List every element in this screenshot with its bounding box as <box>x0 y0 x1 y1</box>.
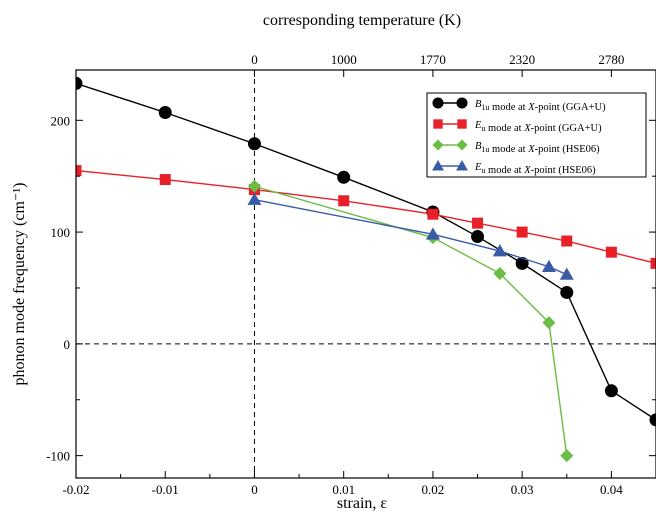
x-axis-label: strain, ε <box>337 495 388 512</box>
legend-label-part: u <box>481 124 485 133</box>
plot-area <box>76 70 656 478</box>
legend-marker <box>456 97 468 109</box>
series-2-point <box>561 235 573 247</box>
legend: B1u mode at X-point (GGA+U)Eu mode at X-… <box>426 92 647 178</box>
legend-entry-2: Eu mode at X-point (GGA+U) <box>433 119 602 134</box>
series-1-line <box>76 82 656 421</box>
legend-label: Eu mode at X-point (GGA+U) <box>474 120 602 134</box>
legend-label-part: mode at <box>485 123 524 134</box>
legend-label-part: E <box>474 162 482 173</box>
legend-label-part: E <box>474 120 482 131</box>
series-2-point <box>516 226 528 238</box>
legend-label-part: 1u <box>481 145 489 154</box>
legend-entry-1: B1u mode at X-point (GGA+U) <box>432 97 606 113</box>
legend-marker <box>456 160 468 171</box>
legend-label-part: B <box>475 141 482 152</box>
legend-label-part: X <box>523 165 531 176</box>
series-4-point <box>492 244 507 257</box>
legend-label-part: -point (GGA+U) <box>535 102 606 113</box>
legend-label-part: -point (HSE06) <box>535 144 601 155</box>
series-2-point <box>650 257 656 269</box>
x-tick-label: 0.04 <box>600 482 623 497</box>
series-1-point <box>247 137 261 151</box>
series-4-point <box>425 227 440 240</box>
top-tick-label: 2320 <box>509 52 535 67</box>
series-4-point <box>247 192 262 205</box>
series-2-point <box>159 174 171 186</box>
top-tick-label: 0 <box>251 52 258 67</box>
x-tick-label: 0.03 <box>511 482 534 497</box>
legend-label: B1u mode at X-point (HSE06) <box>475 141 600 155</box>
series-1-point <box>471 230 485 244</box>
legend-marker <box>457 119 467 129</box>
series-1-point <box>515 256 529 270</box>
series-1-point <box>560 285 574 299</box>
series-2-point <box>338 195 350 207</box>
legend-marker <box>456 139 468 151</box>
x-tick-label: 0.01 <box>332 482 355 497</box>
series-2-point <box>76 165 82 177</box>
y-tick-label: 100 <box>51 225 71 240</box>
y-tick-label: -100 <box>46 449 70 464</box>
legend-label-part: -point (GGA+U) <box>531 123 602 134</box>
legend-label-part: X <box>527 144 535 155</box>
series-1-point <box>649 413 656 427</box>
legend-marker <box>432 160 444 171</box>
legend-label-part: mode at <box>485 165 524 176</box>
legend-entry-4: Eu mode at X-point (HSE06) <box>432 160 596 176</box>
series-4-point <box>559 267 574 280</box>
axes-layer: -0.02 -0.01 0 0.01 0.02 0.03 0.04 -100 0 100 200 0 1… <box>46 52 656 497</box>
series-1-point <box>158 105 172 119</box>
series-3-point <box>560 449 574 463</box>
legend-label-part: X <box>527 102 535 113</box>
y-axis-label: phonon mode frequency (cm⁻¹) <box>11 183 28 386</box>
series-1-point <box>604 384 618 398</box>
series-1-point <box>337 170 351 184</box>
series-1-point <box>76 76 83 90</box>
series-3-point <box>542 316 556 330</box>
legend-label-part: u <box>481 166 485 175</box>
legend-label-part: mode at <box>489 144 528 155</box>
top-axis-label: corresponding temperature (K) <box>263 12 461 29</box>
legend-marker <box>432 97 444 109</box>
series-3 <box>247 179 574 463</box>
series-4 <box>247 192 574 280</box>
legend-label-part: X <box>523 123 531 134</box>
plot-frame <box>75 69 656 479</box>
x-tick-label: -0.01 <box>152 482 179 497</box>
series-3-point <box>493 266 507 280</box>
series-1 <box>76 76 656 427</box>
series-3-point <box>247 179 261 193</box>
legend-label-part: B <box>475 99 482 110</box>
top-tick-label: 1000 <box>331 52 357 67</box>
series-2-line <box>76 169 656 265</box>
top-tick-label: 1770 <box>420 52 446 67</box>
top-tick-label: 2780 <box>598 52 624 67</box>
y-tick-label: 200 <box>51 113 71 128</box>
series-2-point <box>472 217 484 229</box>
legend-label-part: -point (HSE06) <box>531 165 597 176</box>
legend-marker <box>433 119 443 129</box>
x-tick-label: 0.02 <box>422 482 445 497</box>
plot-layer <box>76 70 656 478</box>
legend-label-part: 1u <box>481 103 489 112</box>
legend-label-part: mode at <box>489 102 528 113</box>
legend-marker <box>432 139 444 151</box>
x-tick-label: 0 <box>251 482 258 497</box>
x-tick-label: -0.02 <box>62 482 89 497</box>
series-4-point <box>541 259 556 272</box>
legend-entry-3: B1u mode at X-point (HSE06) <box>432 139 600 155</box>
legend-label: B1u mode at X-point (GGA+U) <box>475 99 606 113</box>
series-2-point <box>427 208 439 220</box>
y-tick-label: 0 <box>64 337 71 352</box>
legend-label: Eu mode at X-point (HSE06) <box>474 162 596 176</box>
series-2-point <box>605 246 617 258</box>
